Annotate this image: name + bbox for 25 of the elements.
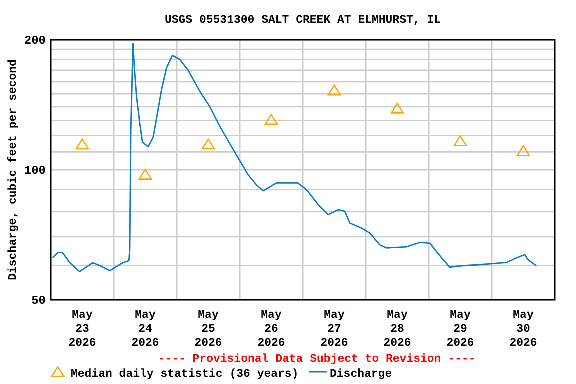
x-tick-label: May 28 2026	[384, 309, 412, 350]
point	[516, 145, 530, 156]
point	[328, 84, 342, 96]
x-tick-label: May 26 2026	[258, 309, 286, 350]
y-axis-title: Discharge, cubic feet per second	[7, 59, 20, 280]
text: ---- Provisional Data Subject to Revision ----	[158, 353, 476, 366]
point	[390, 102, 404, 114]
point	[454, 136, 468, 146]
x-tick-label: May 29 2026	[446, 309, 474, 350]
chart-title: USGS 05531300 SALT CREEK AT ELMHURST, IL	[164, 14, 442, 27]
x-tick-label: May 27 2026	[320, 309, 348, 350]
y-tick-label: 200	[24, 34, 46, 48]
line-series	[52, 43, 538, 273]
point	[202, 138, 216, 150]
legend-label: Median daily statistic (36 years)	[71, 368, 299, 381]
point	[138, 169, 152, 180]
y-tick-label: 50	[32, 294, 46, 308]
point	[264, 114, 278, 126]
x-tick-label: May 30 2026	[510, 309, 538, 350]
x-tick-label: May 25 2026	[194, 309, 222, 350]
legend-label: Discharge	[330, 368, 392, 381]
x-tick-label: May 23 2026	[68, 309, 96, 350]
x-tick-label: May 24 2026	[132, 309, 160, 350]
point	[76, 138, 90, 150]
y-tick-label: 100	[24, 164, 46, 178]
